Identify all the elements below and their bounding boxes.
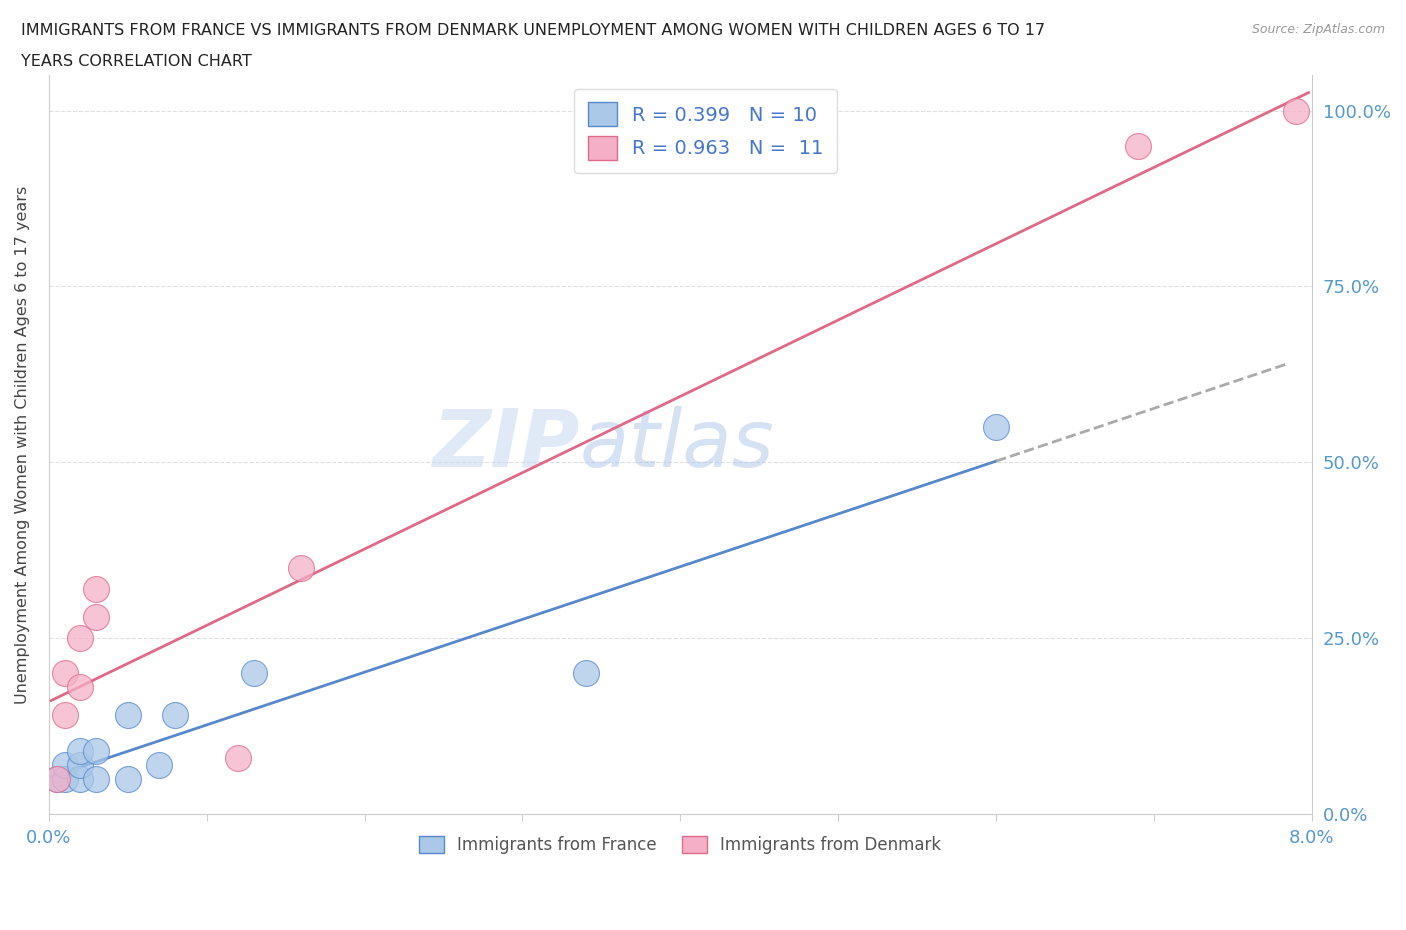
Legend: Immigrants from France, Immigrants from Denmark: Immigrants from France, Immigrants from … <box>412 830 948 861</box>
Point <box>69 680 91 695</box>
Point <box>1128 139 1150 153</box>
Point <box>84 609 107 624</box>
Point <box>45 771 67 786</box>
Point <box>226 751 249 765</box>
Point <box>984 419 1007 434</box>
Text: Source: ZipAtlas.com: Source: ZipAtlas.com <box>1251 23 1385 36</box>
Point <box>165 708 187 723</box>
Point <box>53 708 76 723</box>
Point <box>69 743 91 758</box>
Point <box>290 560 312 575</box>
Point <box>243 666 266 681</box>
Point <box>117 708 139 723</box>
Point <box>53 757 76 772</box>
Point <box>69 631 91 645</box>
Point <box>84 771 107 786</box>
Point <box>1285 103 1308 118</box>
Point <box>45 771 67 786</box>
Point <box>53 771 76 786</box>
Text: IMMIGRANTS FROM FRANCE VS IMMIGRANTS FROM DENMARK UNEMPLOYMENT AMONG WOMEN WITH : IMMIGRANTS FROM FRANCE VS IMMIGRANTS FRO… <box>21 23 1045 38</box>
Point <box>117 771 139 786</box>
Point <box>84 743 107 758</box>
Point <box>148 757 170 772</box>
Text: ZIP: ZIP <box>432 405 579 484</box>
Point <box>69 757 91 772</box>
Text: atlas: atlas <box>579 405 775 484</box>
Text: YEARS CORRELATION CHART: YEARS CORRELATION CHART <box>21 54 252 69</box>
Point <box>69 771 91 786</box>
Y-axis label: Unemployment Among Women with Children Ages 6 to 17 years: Unemployment Among Women with Children A… <box>15 185 30 704</box>
Point <box>574 666 596 681</box>
Point <box>53 666 76 681</box>
Point <box>84 581 107 596</box>
